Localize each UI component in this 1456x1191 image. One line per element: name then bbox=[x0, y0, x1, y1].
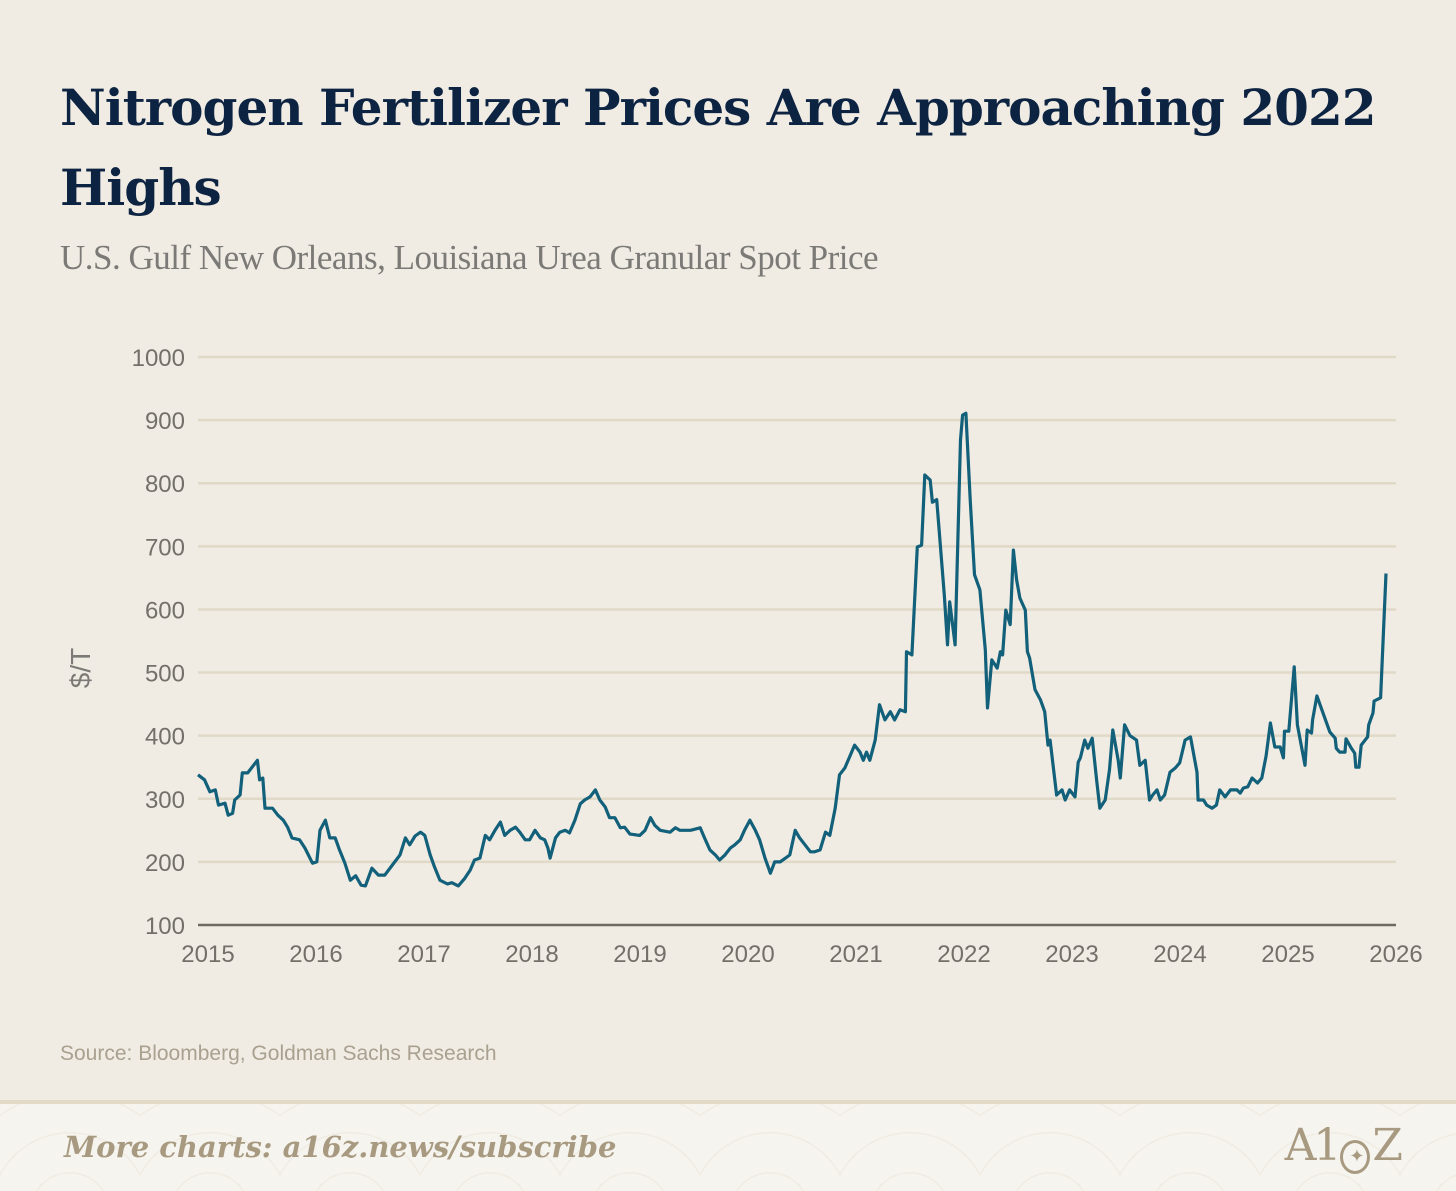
a16z-logo: A1 ✦ Z bbox=[1285, 1120, 1403, 1174]
footer-banner: More charts: a16z.news/subscribe A1 ✦ Z bbox=[0, 1100, 1456, 1191]
y-tick-label: 1000 bbox=[132, 345, 185, 372]
y-tick-label: 200 bbox=[145, 850, 185, 877]
chart-title: Nitrogen Fertilizer Prices Are Approachi… bbox=[60, 78, 1377, 217]
y-tick-label: 700 bbox=[145, 534, 185, 561]
y-tick-label: 300 bbox=[145, 787, 185, 814]
y-tick-label: 600 bbox=[145, 597, 185, 624]
source-note: Source: Bloomberg, Goldman Sachs Researc… bbox=[60, 1042, 497, 1065]
y-axis-ticks: 100 200 300 400 500 600 700 800 900 1000 bbox=[132, 345, 185, 940]
x-tick-label: 2021 bbox=[829, 941, 882, 968]
series-line bbox=[197, 411, 1388, 888]
x-tick-label: 2019 bbox=[613, 941, 666, 968]
x-tick-label: 2018 bbox=[505, 941, 558, 968]
subscribe-link[interactable]: More charts: a16z.news/subscribe bbox=[64, 1130, 617, 1164]
x-tick-label: 2025 bbox=[1261, 941, 1314, 968]
x-tick-label: 2017 bbox=[397, 941, 450, 968]
y-tick-label: 500 bbox=[145, 661, 185, 688]
x-tick-label: 2015 bbox=[181, 941, 234, 968]
x-tick-label: 2026 bbox=[1369, 941, 1422, 968]
x-tick-label: 2023 bbox=[1045, 941, 1098, 968]
y-axis-label: $/T bbox=[65, 648, 96, 688]
y-tick-label: 800 bbox=[145, 471, 185, 498]
y-tick-label: 400 bbox=[145, 724, 185, 751]
x-tick-label: 2024 bbox=[1153, 941, 1206, 968]
chart-subtitle: U.S. Gulf New Orleans, Louisiana Urea Gr… bbox=[60, 238, 879, 277]
gridlines bbox=[198, 355, 1396, 927]
y-tick-label: 100 bbox=[145, 913, 185, 940]
y-tick-label: 900 bbox=[145, 408, 185, 435]
x-tick-label: 2022 bbox=[937, 941, 990, 968]
x-tick-label: 2020 bbox=[721, 941, 774, 968]
star-icon: ✦ bbox=[1340, 1140, 1371, 1174]
x-axis-ticks: 2015 2016 2017 2018 2019 2020 2021 2022 2023 2024… bbox=[181, 941, 1422, 968]
x-tick-label: 2016 bbox=[289, 941, 342, 968]
series-group bbox=[197, 411, 1388, 888]
